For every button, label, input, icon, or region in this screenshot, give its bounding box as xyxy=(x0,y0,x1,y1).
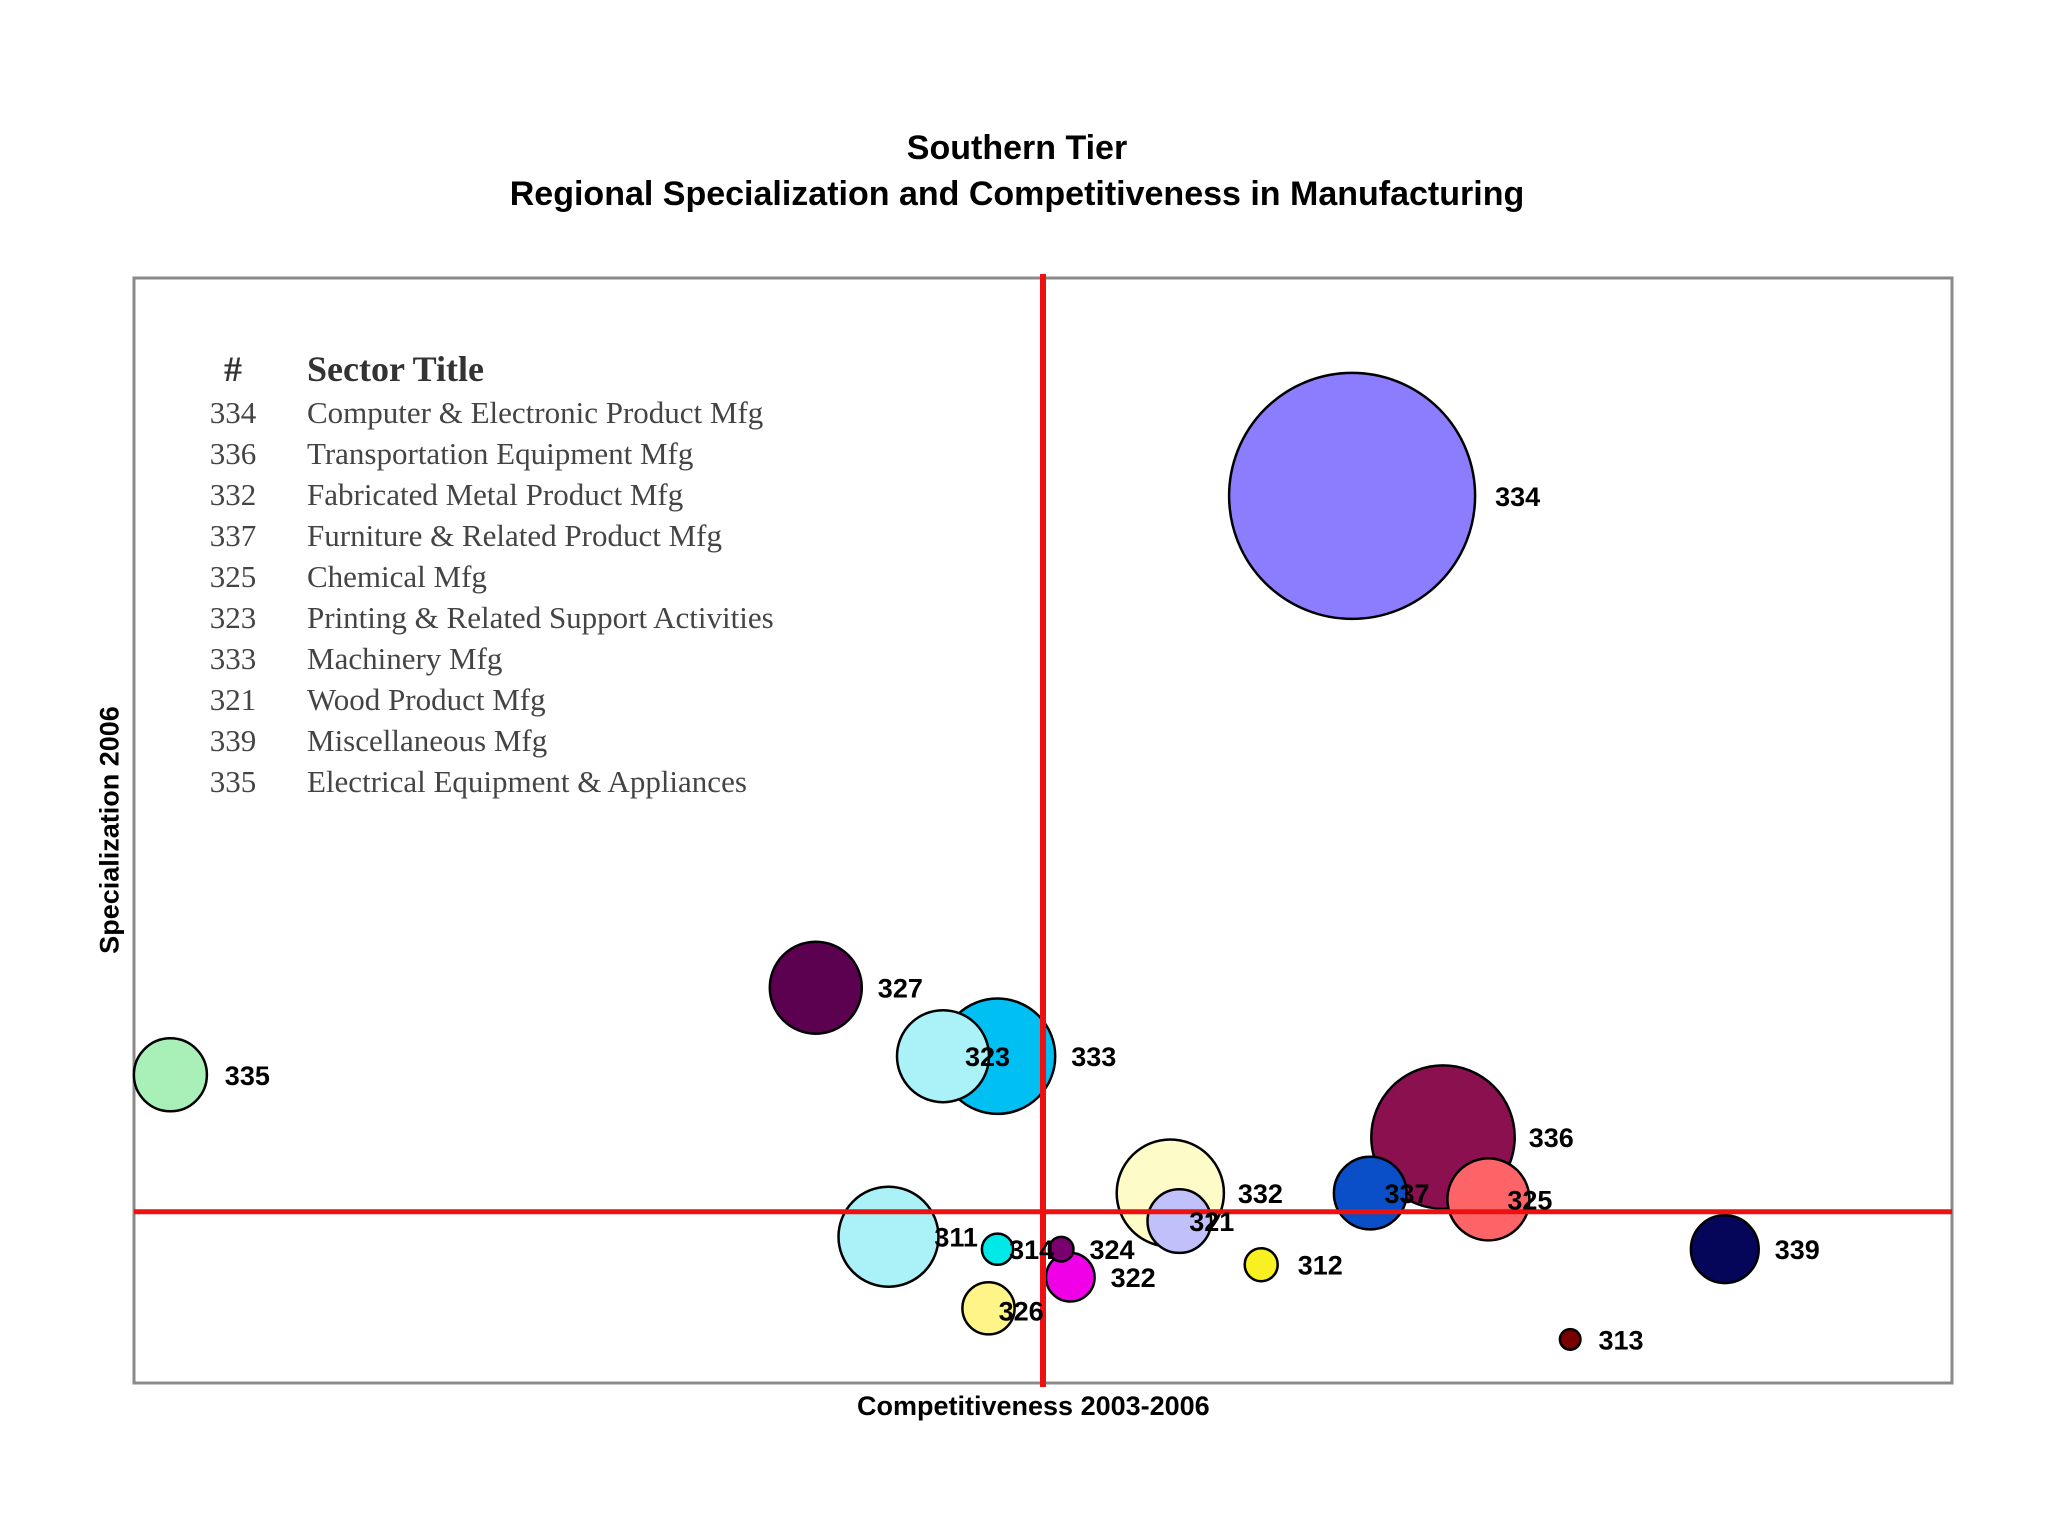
bubble-334 xyxy=(1227,371,1477,621)
bubble-312 xyxy=(1243,1246,1279,1283)
bubble-label-333: 333 xyxy=(1071,1042,1116,1072)
bubble-label-327: 327 xyxy=(878,974,923,1004)
bubble-label-324: 324 xyxy=(1090,1235,1135,1265)
bubble-label-321: 321 xyxy=(1189,1207,1234,1237)
legend-row-code: 323 xyxy=(210,600,257,635)
bubble-339 xyxy=(1689,1214,1760,1285)
bubble-324 xyxy=(1047,1235,1075,1263)
chart-title: Southern Tier xyxy=(906,129,1128,167)
bubble-label-311: 311 xyxy=(934,1223,978,1253)
legend-row-code: 325 xyxy=(210,559,257,594)
bubble-label-326: 326 xyxy=(999,1296,1044,1326)
legend-row-title: Machinery Mfg xyxy=(307,641,502,676)
legend-row-title: Electrical Equipment & Appliances xyxy=(307,764,747,799)
bubble-label-335: 335 xyxy=(225,1061,270,1091)
legend-row-title: Wood Product Mfg xyxy=(307,682,546,717)
sector-legend: # Sector Title 334 Computer & Electronic … xyxy=(210,349,774,799)
legend-row-title: Computer & Electronic Product Mfg xyxy=(307,395,763,430)
bubble-label-323: 323 xyxy=(965,1042,1010,1072)
legend-header-title: Sector Title xyxy=(307,349,484,389)
bubble-313 xyxy=(1558,1327,1582,1351)
bubble-label-313: 313 xyxy=(1599,1325,1644,1355)
bubble-311 xyxy=(837,1185,940,1288)
bubble-326 xyxy=(961,1280,1016,1336)
legend-row-title: Fabricated Metal Product Mfg xyxy=(307,477,683,512)
legend-row-title: Chemical Mfg xyxy=(307,559,487,594)
legend-header-code: # xyxy=(224,349,242,389)
bubble-327 xyxy=(768,940,864,1035)
legend-row-code: 335 xyxy=(210,764,257,799)
legend-row-title: Printing & Related Support Activities xyxy=(307,600,774,635)
legend-row-code: 339 xyxy=(210,723,257,758)
y-axis-label: Specialization 2006 xyxy=(94,706,125,954)
legend-row-code: 336 xyxy=(210,436,257,471)
legend-row-title: Transportation Equipment Mfg xyxy=(307,436,693,471)
legend-row-code: 333 xyxy=(210,641,257,676)
legend-row-title: Furniture & Related Product Mfg xyxy=(307,518,722,553)
legend-row-code: 334 xyxy=(210,395,257,430)
bubble-314 xyxy=(980,1232,1015,1267)
bubble-label-339: 339 xyxy=(1775,1235,1820,1265)
bubble-label-336: 336 xyxy=(1529,1123,1574,1153)
legend-row-code: 332 xyxy=(210,477,257,512)
bubble-label-325: 325 xyxy=(1507,1185,1552,1215)
bubble-label-312: 312 xyxy=(1298,1251,1343,1281)
legend-row-title: Miscellaneous Mfg xyxy=(307,723,547,758)
bubble-323 xyxy=(895,1008,991,1104)
bubble-label-314: 314 xyxy=(1009,1235,1054,1265)
bubble-325 xyxy=(1446,1157,1531,1242)
legend-row-code: 321 xyxy=(210,682,257,717)
x-axis-label: Competitiveness 2003-2006 xyxy=(857,1391,1210,1421)
bubble-335 xyxy=(132,1037,209,1113)
bubble-label-322: 322 xyxy=(1111,1263,1156,1293)
bubble-label-332: 332 xyxy=(1238,1179,1283,1209)
bubble-label-337: 337 xyxy=(1385,1179,1430,1209)
legend-row-code: 337 xyxy=(210,518,257,553)
bubble-321 xyxy=(1146,1188,1213,1255)
chart-subtitle: Regional Specialization and Competitiven… xyxy=(509,175,1525,213)
bubble-label-334: 334 xyxy=(1495,482,1540,512)
